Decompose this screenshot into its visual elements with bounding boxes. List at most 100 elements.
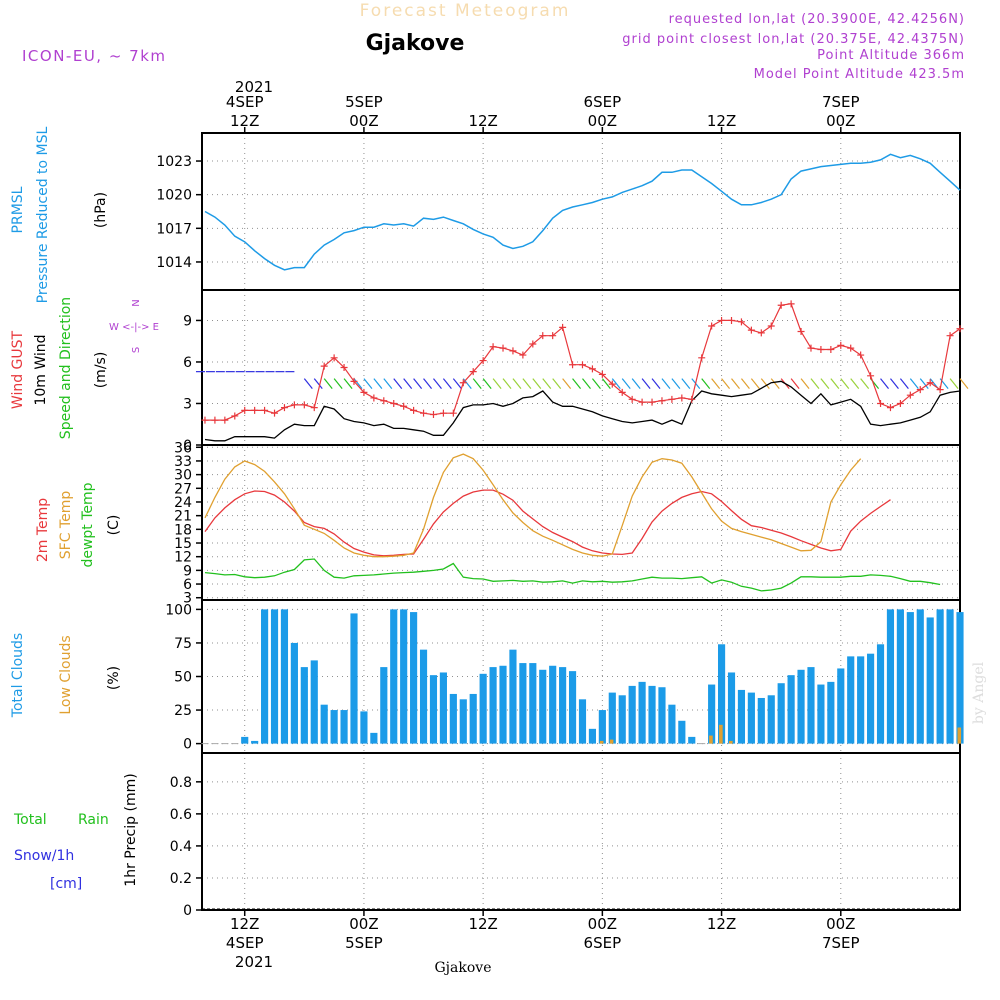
precip-ylabel: 1hr Precip (mm) bbox=[123, 773, 139, 886]
wind-direction-arrow bbox=[423, 378, 433, 389]
panel-frame bbox=[201, 132, 961, 291]
wind-direction-arrow bbox=[631, 378, 641, 389]
wind-gust-marker bbox=[658, 397, 666, 405]
total-cloud-bar bbox=[410, 612, 418, 744]
wind-gust-marker bbox=[539, 332, 547, 340]
wind-direction-arrow bbox=[532, 378, 542, 389]
wind-direction-arrow bbox=[492, 378, 502, 389]
wind-gust-marker bbox=[340, 364, 348, 371]
ytick-label: 6 bbox=[183, 577, 192, 593]
ytick-label: 1023 bbox=[156, 154, 192, 170]
ytick-label: 0.4 bbox=[170, 839, 192, 855]
precip-rain-label: Rain bbox=[78, 812, 109, 828]
total-cloud-bar bbox=[867, 653, 875, 744]
wind-direction-arrow bbox=[403, 378, 413, 389]
wind-gust-marker bbox=[410, 406, 418, 414]
wind-direction-arrow bbox=[860, 378, 870, 389]
location-title: Gjakove bbox=[366, 31, 465, 56]
total-cloud-bar bbox=[469, 693, 477, 744]
total-cloud-bar bbox=[280, 609, 289, 744]
wind-gust-marker bbox=[807, 344, 815, 352]
wind-gust-marker bbox=[747, 326, 755, 334]
clouds-unit: (%) bbox=[106, 666, 122, 690]
wind-direction-arrow bbox=[353, 378, 363, 389]
total-cloud-bar bbox=[588, 728, 597, 744]
total-cloud-bar bbox=[628, 685, 636, 744]
wind-direction-arrow bbox=[909, 378, 919, 389]
precip-snow-label: Snow/1h bbox=[14, 848, 74, 864]
wind-direction-arrow bbox=[750, 378, 760, 389]
total-cloud-bar bbox=[360, 711, 368, 744]
precip-panel: 0 0.2 0.4 0.6 0.8 bbox=[170, 752, 961, 919]
wind-gust-marker bbox=[499, 344, 507, 352]
total-cloud-bar bbox=[439, 672, 447, 744]
total-cloud-bar bbox=[449, 693, 457, 744]
low-cloud-bar bbox=[729, 740, 733, 744]
total-cloud-bar bbox=[678, 720, 686, 744]
total-cloud-bar bbox=[340, 710, 348, 744]
wind-gust-marker bbox=[211, 416, 219, 424]
total-cloud-bar bbox=[568, 671, 577, 744]
total-cloud-bar bbox=[688, 736, 696, 744]
total-cloud-bar bbox=[737, 689, 746, 744]
bottom-time-label: 12Z bbox=[468, 915, 497, 933]
total-cloud-bar bbox=[400, 609, 408, 744]
wind-direction-arrow bbox=[601, 378, 611, 389]
wind-gust-marker bbox=[549, 332, 557, 340]
wind-gust-marker bbox=[390, 399, 398, 407]
wind-gust-marker bbox=[221, 416, 229, 424]
temp-series-line bbox=[204, 453, 862, 558]
watermark: by Angel bbox=[971, 661, 987, 724]
wind-gust-marker bbox=[668, 395, 676, 403]
ytick-label: 0.2 bbox=[170, 871, 192, 887]
compass-north: N bbox=[131, 299, 142, 306]
bottom-time-label: 12Z bbox=[230, 915, 259, 933]
pressure-unit: (hPa) bbox=[93, 192, 109, 228]
wind-gust-marker bbox=[360, 388, 368, 396]
wind-gust-marker bbox=[648, 398, 656, 406]
total-cloud-bar bbox=[419, 649, 428, 744]
year-label-top: 2021 bbox=[235, 78, 273, 96]
wind-10m-label: 10m Wind bbox=[33, 334, 49, 405]
low-cloud-bar bbox=[709, 735, 713, 744]
ytick-label: 25 bbox=[174, 703, 192, 719]
total-cloud-bar bbox=[251, 740, 259, 744]
total-cloud-bar bbox=[598, 710, 606, 744]
bottom-time-label: 00Z bbox=[349, 915, 378, 933]
wind-direction-arrow bbox=[333, 378, 343, 389]
wind-direction-arrow bbox=[502, 378, 512, 389]
wind-gust-marker bbox=[449, 409, 457, 417]
ytick-label: 50 bbox=[174, 670, 192, 686]
wind-gust-marker bbox=[310, 404, 318, 412]
total-cloud-bar bbox=[817, 684, 825, 744]
t2m-label: 2m Temp bbox=[35, 498, 51, 562]
total-cloud-bar bbox=[429, 675, 438, 744]
total-cloud-bar bbox=[777, 683, 785, 744]
wind-direction-arrow bbox=[383, 378, 393, 389]
wind-gust-marker bbox=[688, 395, 696, 403]
wind-direction-arrow bbox=[820, 378, 830, 389]
wind-gust-marker bbox=[628, 395, 636, 403]
top-title: Forecast Meteogram bbox=[360, 1, 571, 21]
wind-direction-arrow bbox=[899, 378, 909, 389]
top-time-label: 00Z bbox=[349, 112, 378, 130]
wind-gust-marker bbox=[231, 412, 239, 420]
wind-direction-arrow bbox=[800, 378, 810, 389]
wind-direction-arrow bbox=[790, 378, 800, 389]
wind-direction-arrow bbox=[889, 378, 899, 389]
wind-gust-marker bbox=[936, 386, 944, 394]
wind-direction-arrow bbox=[760, 378, 770, 389]
top-time-label: 12Z bbox=[468, 112, 497, 130]
ytick-label: 9 bbox=[183, 313, 192, 329]
bottom-time-label: 00Z bbox=[588, 915, 617, 933]
pressure-panel: 1014 1017 1020 1023 bbox=[156, 132, 961, 291]
requested-coords: requested lon,lat (20.3900E, 42.4256N) bbox=[669, 12, 965, 27]
precip-total-label: Total bbox=[13, 812, 47, 828]
ytick-label: 33 bbox=[174, 454, 192, 470]
top-time-label: 4SEP bbox=[226, 93, 264, 111]
wind-direction-arrow bbox=[562, 378, 572, 389]
total-cloud-bar bbox=[380, 667, 388, 744]
wind-direction-arrow bbox=[462, 378, 472, 389]
total-cloud-bar bbox=[886, 609, 895, 744]
low-cloud-bar bbox=[719, 724, 723, 744]
